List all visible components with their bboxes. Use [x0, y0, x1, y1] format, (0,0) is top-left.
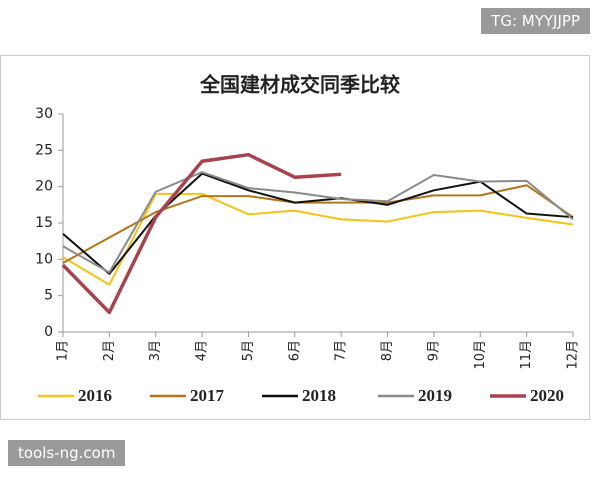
legend-label: 2018: [302, 386, 336, 405]
y-tick-label: 25: [35, 142, 53, 158]
y-tick-label: 0: [44, 324, 53, 340]
x-tick-label: 5月: [241, 340, 256, 361]
x-tick-label: 8月: [380, 340, 395, 361]
x-tick-label: 4月: [195, 340, 210, 361]
y-tick-label: 15: [35, 215, 53, 231]
legend-label: 2017: [190, 386, 225, 405]
chart-frame: [0, 55, 590, 420]
x-tick-label: 10月: [473, 340, 488, 370]
x-tick-label: 3月: [148, 340, 163, 361]
watermark: TG: MYYJJPP: [481, 8, 590, 34]
y-tick-label: 5: [44, 288, 53, 304]
x-tick-label: 7月: [334, 340, 349, 361]
legend-label: 2016: [78, 386, 112, 405]
legend-label: 2019: [418, 386, 452, 405]
series-line: [62, 172, 574, 275]
y-tick-label: 10: [35, 251, 53, 267]
x-tick-label: 12月: [566, 340, 581, 370]
y-tick-label: 20: [35, 179, 53, 195]
series-line: [62, 192, 574, 286]
x-tick-label: 11月: [519, 340, 534, 370]
legend-label: 2020: [530, 386, 564, 405]
series-line: [62, 184, 574, 264]
x-tick-label: 1月: [56, 340, 71, 361]
x-tick-label: 2月: [102, 340, 117, 361]
x-tick-label: 9月: [426, 340, 441, 361]
x-tick-label: 6月: [287, 340, 302, 361]
watermark: tools-ng.com: [8, 440, 126, 466]
chart-title: 全国建材成交同季比较: [199, 73, 400, 97]
y-tick-label: 30: [35, 106, 53, 122]
series-line: [61, 152, 342, 315]
series-line: [62, 171, 574, 274]
